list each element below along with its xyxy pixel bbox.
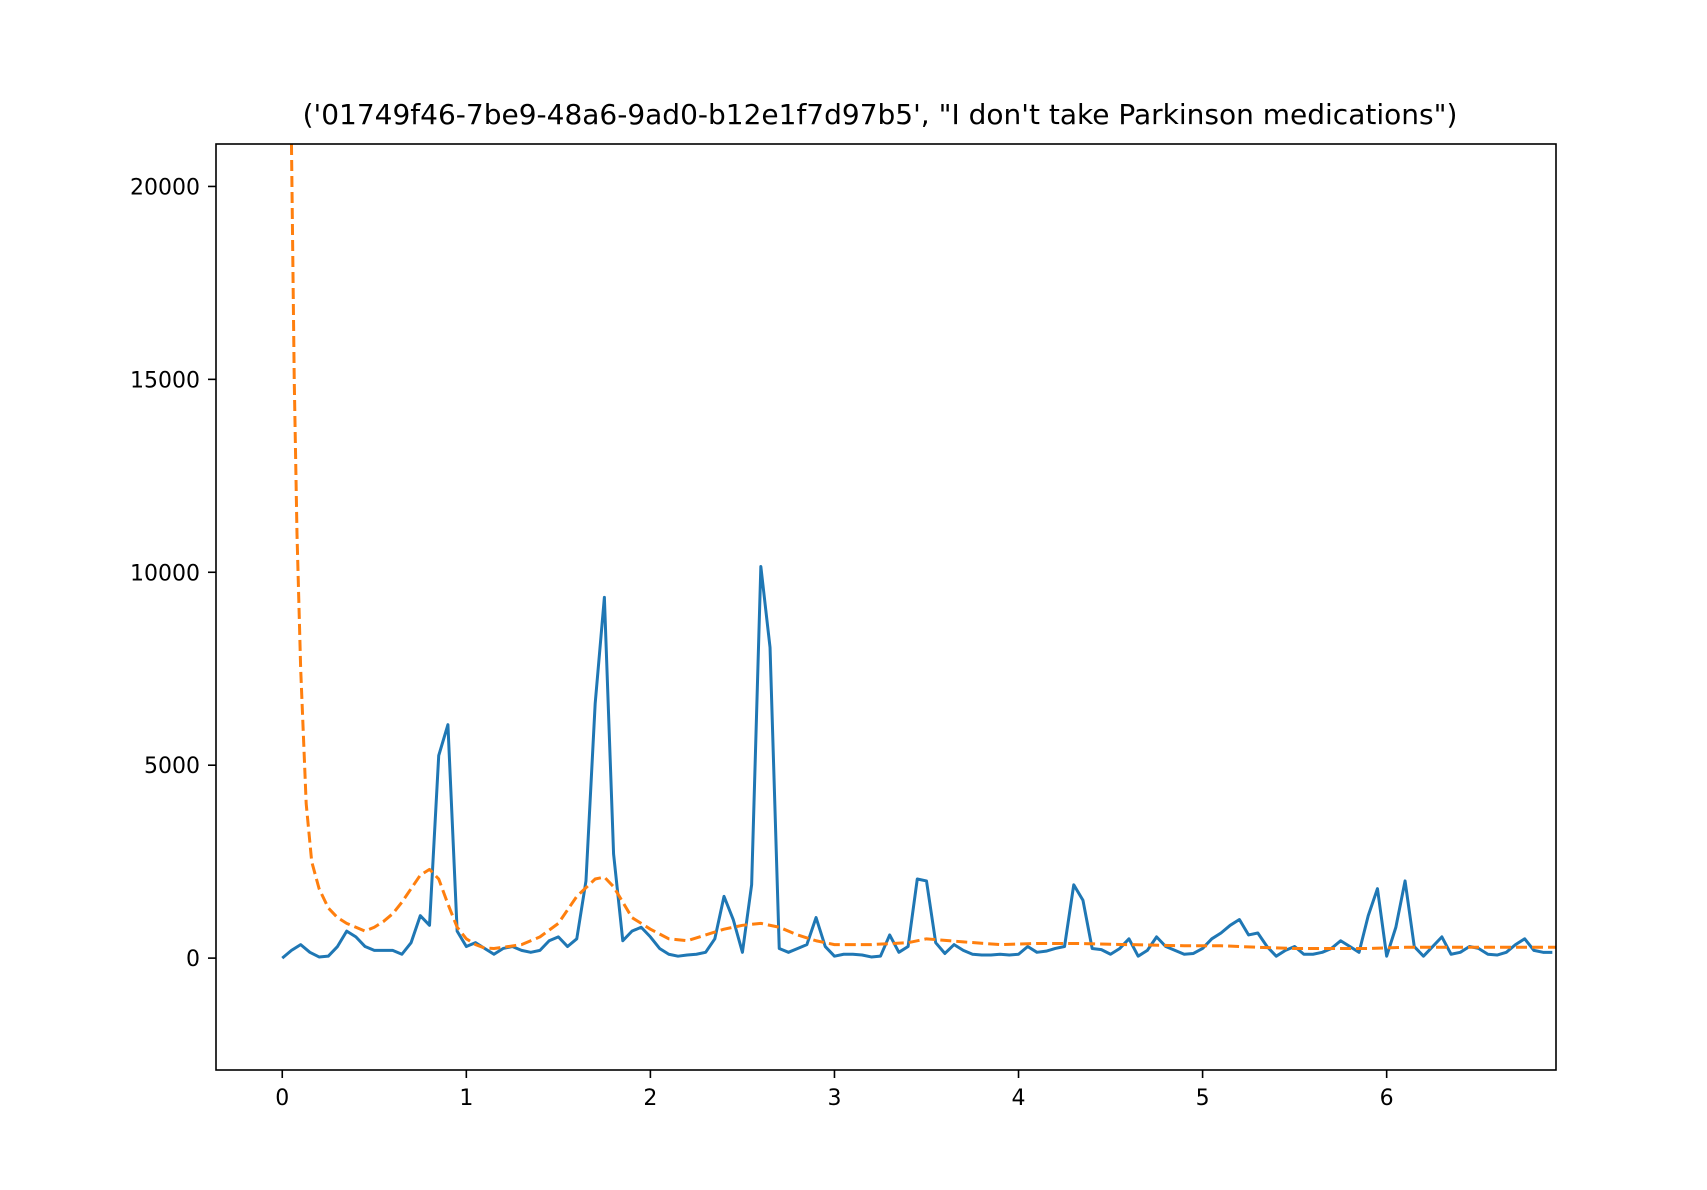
y-tick-label: 0: [186, 947, 200, 972]
x-tick-label: 1: [459, 1086, 473, 1111]
x-tick-label: 6: [1380, 1086, 1394, 1111]
y-tick-label: 10000: [130, 561, 200, 586]
y-tick-label: 5000: [144, 754, 200, 779]
y-tick-label: 20000: [130, 175, 200, 200]
axes: 0 1 2 3 4 5 6 0 5000 10000 15000 20000: [130, 143, 1557, 1111]
chart-title: ('01749f46-7be9-48a6-9ad0-b12e1f7d97b5',…: [303, 98, 1458, 131]
x-tick-label: 4: [1012, 1086, 1026, 1111]
y-tick-label: 15000: [130, 368, 200, 393]
plot-area: [281, 144, 1556, 960]
x-tick-label: 0: [275, 1086, 289, 1111]
series-line-1: [281, 564, 1553, 960]
x-tick-label: 5: [1196, 1086, 1210, 1111]
series-line-2: [289, 144, 1556, 950]
x-tick-label: 2: [643, 1086, 657, 1111]
x-tick-label: 3: [827, 1086, 841, 1111]
plot-frame: [215, 143, 1557, 1071]
